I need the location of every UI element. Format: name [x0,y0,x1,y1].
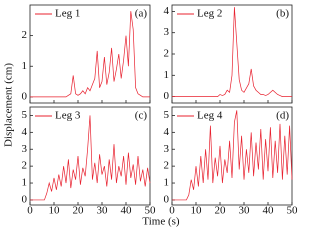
y-tick-label: 1 [164,177,170,189]
y-tick-label: 0 [164,193,170,205]
x-tick-label: 10 [49,205,61,217]
y-axis-label: Displacement (cm) [3,63,15,147]
y-tick-label: 1 [164,69,170,81]
legend-label: Leg 1 [55,8,80,20]
y-tick-label: 5 [22,109,28,121]
plot-frame [171,4,293,104]
y-tick-label: 1 [22,60,28,72]
x-tick-label: 40 [263,205,275,217]
panel-label: (b) [276,8,289,20]
data-line [30,115,151,201]
x-tick-label: 20 [215,205,227,217]
y-tick-label: 3 [164,143,170,155]
data-line [172,7,292,97]
y-tick-label: 2 [22,160,28,172]
y-tick-label: 2 [22,29,28,41]
plot-frame [29,4,151,104]
y-tick-label: 5 [164,109,170,121]
panel-label: (d) [276,110,289,122]
figure: Time (s) Displacement (cm) 0 1 2 Leg 1 (a) 0 1… [3,4,299,228]
legend-label: Leg 3 [55,110,81,122]
x-tick-label: 20 [73,205,85,217]
x-axis-label: Time (s) [142,216,180,228]
data-line [172,110,293,201]
legend-label: Leg 2 [197,8,222,20]
x-tick-label: 10 [191,205,203,217]
y-tick-label: 1 [22,177,28,189]
x-tick-label: 0 [27,205,33,217]
y-tick-label: 3 [22,143,28,155]
y-tick-label: 0 [22,193,28,205]
y-tick-label: 2 [164,160,170,172]
plot-frame [171,106,293,206]
y-tick-label: 3 [164,26,170,38]
panel-label: (c) [135,110,148,122]
plot-frame [29,106,151,206]
x-tick-label: 30 [97,205,109,217]
y-tick-label: 2 [164,48,170,60]
data-line [30,11,150,98]
x-tick-label: 50 [145,205,157,217]
y-tick-label: 4 [164,126,170,138]
y-tick-label: 4 [164,5,170,17]
y-tick-label: 0 [22,90,28,102]
x-tick-label: 30 [239,205,251,217]
x-tick-label: 50 [287,205,299,217]
x-tick-label: 0 [169,205,175,217]
x-tick-label: 40 [121,205,133,217]
y-tick-label: 4 [22,126,28,138]
legend-label: Leg 4 [197,110,223,122]
panel-label: (a) [135,8,148,20]
y-tick-label: 0 [164,90,170,102]
